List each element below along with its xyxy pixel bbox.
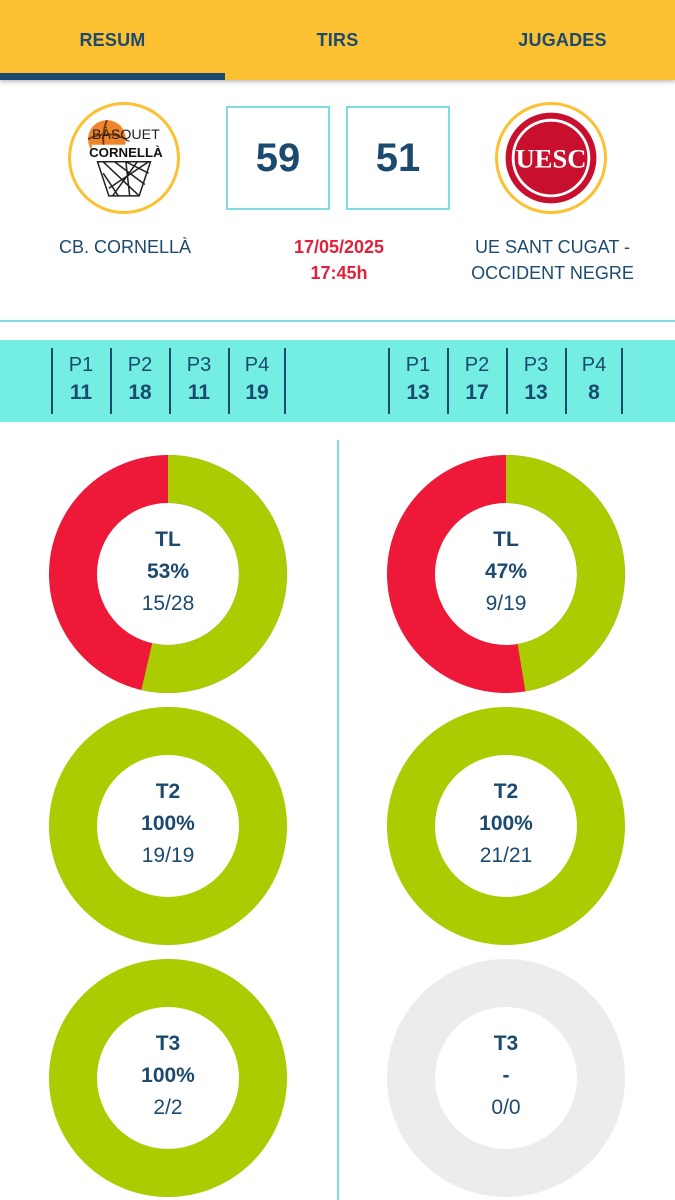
match-date: 17/05/2025 <box>293 237 385 257</box>
home-period-4: P4 19 <box>228 348 286 414</box>
shot-fraction: 2/2 <box>153 1096 183 1119</box>
period-value: 11 <box>69 381 93 404</box>
shot-fraction: 19/19 <box>141 844 195 867</box>
shot-percentage: 53% <box>146 560 190 583</box>
home-period-2: P2 18 <box>110 348 168 414</box>
donut-missed-segment <box>49 959 287 1197</box>
shot-type-label: TL <box>493 528 519 551</box>
away-team-logo: UESC <box>495 102 607 214</box>
shot-type-label: T3 <box>493 1032 519 1055</box>
shot-type-label: TL <box>155 528 181 551</box>
donut-made-segment <box>387 455 625 693</box>
away-two-pointers-donut: T2 100% 21/21 <box>386 706 626 946</box>
donut-missed-segment <box>387 707 625 945</box>
match-datetime: 17/05/2025 17:45h <box>240 234 438 286</box>
logo-text: UESC <box>516 143 587 173</box>
period-label: P4 <box>581 354 607 376</box>
tab-bar: RESUM TIRS JUGADES <box>0 0 675 80</box>
period-value: 13 <box>406 381 430 404</box>
tab-resum[interactable]: RESUM <box>79 29 146 50</box>
away-team-name-line1: UE SANT CUGAT - <box>474 237 631 257</box>
period-value: 11 <box>187 381 211 404</box>
period-label: P3 <box>186 354 212 376</box>
logo-text-bottom: CORNELLÀ <box>89 145 163 160</box>
shot-percentage: 100% <box>141 812 195 835</box>
period-label: P1 <box>405 354 431 376</box>
period-scores: P1 11 P2 18 P3 11 P4 19 P1 13 P2 17 P3 1… <box>0 340 675 422</box>
away-period-2: P2 17 <box>447 348 505 414</box>
away-period-1: P1 13 <box>388 348 446 414</box>
uesc-logo-icon: UESC <box>505 112 597 204</box>
shot-type-label: T2 <box>493 780 519 803</box>
home-free-throws-donut: TL 53% 15/28 <box>48 454 288 694</box>
tab-jugades[interactable]: JUGADES <box>518 29 607 50</box>
period-value: 19 <box>245 381 269 404</box>
column-divider <box>337 440 339 1200</box>
home-team-name: CB. CORNELLÀ <box>58 237 192 257</box>
donut-ring <box>387 455 625 693</box>
away-three-pointers-donut: T3 - 0/0 <box>386 958 626 1198</box>
tab-tirs[interactable]: TIRS <box>316 29 359 50</box>
period-value: 13 <box>524 381 548 404</box>
donut-missed-segment <box>49 707 287 945</box>
donut-empty-ring <box>387 959 625 1197</box>
away-team-name: UE SANT CUGAT - OCCIDENT NEGRE <box>440 234 665 286</box>
period-value: 18 <box>128 381 152 404</box>
away-score: 51 <box>346 106 450 210</box>
shot-percentage: - <box>502 1064 510 1087</box>
home-period-1: P1 11 <box>51 348 109 414</box>
shot-fraction: 21/21 <box>479 844 533 867</box>
home-score: 59 <box>226 106 330 210</box>
home-period-3: P3 11 <box>169 348 227 414</box>
shot-fraction: 0/0 <box>491 1096 521 1119</box>
period-label: P2 <box>464 354 490 376</box>
period-label: P1 <box>68 354 94 376</box>
donut-ring <box>49 455 287 693</box>
shot-percentage: 47% <box>484 560 528 583</box>
match-time: 17:45h <box>310 263 368 283</box>
donut-ring <box>387 959 625 1197</box>
home-team-logo: BÀSQUET CORNELLÀ <box>68 102 180 214</box>
away-free-throws-donut: TL 47% 9/19 <box>386 454 626 694</box>
shot-type-label: T3 <box>155 1032 181 1055</box>
logo-text-top: BÀSQUET <box>92 126 160 143</box>
donut-ring <box>49 707 287 945</box>
active-tab-indicator <box>0 73 225 80</box>
period-value: 8 <box>588 381 600 404</box>
shot-type-label: T2 <box>155 780 181 803</box>
period-label: P4 <box>244 354 270 376</box>
away-team-name-line2: OCCIDENT NEGRE <box>471 263 634 283</box>
shot-fraction: 15/28 <box>141 592 195 615</box>
shot-percentage: 100% <box>479 812 533 835</box>
basketball-logo-icon: BÀSQUET CORNELLÀ <box>87 119 163 197</box>
shot-fraction: 9/19 <box>485 592 527 615</box>
away-period-3: P3 13 <box>506 348 564 414</box>
period-label: P3 <box>523 354 549 376</box>
donut-made-segment <box>49 455 287 693</box>
shot-percentage: 100% <box>141 1064 195 1087</box>
period-value: 17 <box>465 381 489 404</box>
donut-ring <box>387 707 625 945</box>
home-three-pointers-donut: T3 100% 2/2 <box>48 958 288 1198</box>
period-label: P2 <box>127 354 153 376</box>
home-two-pointers-donut: T2 100% 19/19 <box>48 706 288 946</box>
away-period-4: P4 8 <box>565 348 623 414</box>
header-divider <box>0 320 675 322</box>
donut-ring <box>49 959 287 1197</box>
